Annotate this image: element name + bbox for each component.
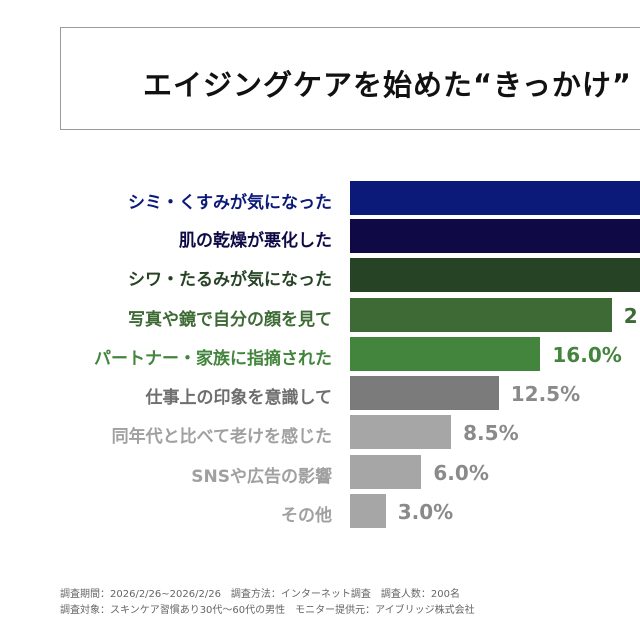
footnote-line-2: 調査対象：スキンケア習慣あり30代～60代の男性 モニター提供元：アイブリッジ株… xyxy=(60,605,475,616)
bar xyxy=(350,337,541,371)
bar xyxy=(350,219,640,253)
footnote-line-1: 調査期間：2026/2/26~2026/2/26 調査方法：インターネット調査 … xyxy=(60,589,461,600)
title-box xyxy=(60,27,640,130)
chart-title: エイジングケアを始めた“きっかけ” xyxy=(143,68,632,102)
value-label: 16.0% xyxy=(552,343,622,367)
value-label: 8.5% xyxy=(463,421,519,445)
value-label: 6.0% xyxy=(433,461,489,485)
category-label: 肌の乾燥が悪化した xyxy=(179,231,332,251)
bar xyxy=(350,376,499,410)
bar xyxy=(350,415,452,449)
category-label: SNSや広告の影響 xyxy=(191,467,332,487)
category-label: 写真や鏡で自分の顔を見て xyxy=(128,310,332,330)
value-label: 12.5% xyxy=(510,382,581,406)
category-label: その他 xyxy=(281,506,332,526)
category-label: パートナー・家族に指摘された xyxy=(94,349,332,369)
category-label: シワ・たるみが気になった xyxy=(128,270,332,290)
bar xyxy=(350,298,612,332)
value-label: 2 xyxy=(623,304,638,328)
category-label: 同年代と比べて老けを感じた xyxy=(111,427,332,447)
value-label: 3.0% xyxy=(397,500,454,524)
bar xyxy=(350,258,640,292)
bar xyxy=(350,181,640,215)
category-label: 仕事上の印象を意識して xyxy=(145,388,333,408)
category-label: シミ・くすみが気になった xyxy=(128,193,332,213)
bar xyxy=(350,494,386,528)
bar xyxy=(350,455,422,489)
